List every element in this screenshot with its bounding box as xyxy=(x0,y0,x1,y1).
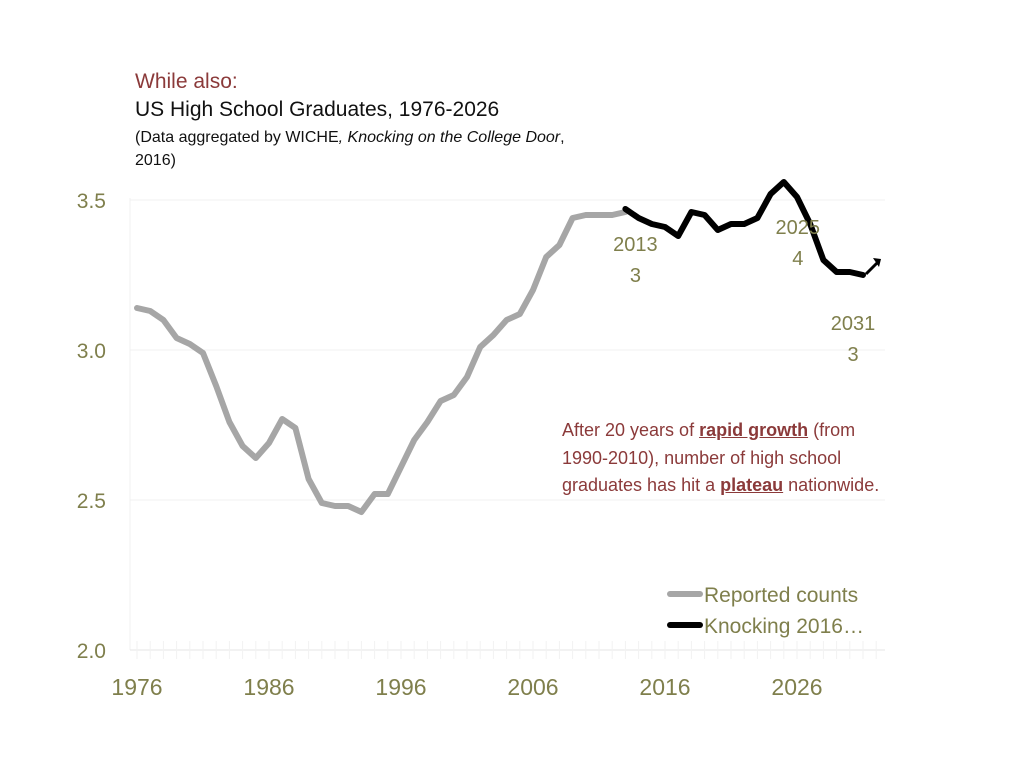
chart-title-block: While also: US High School Graduates, 19… xyxy=(135,68,595,172)
x-tick-label: 2026 xyxy=(771,674,822,700)
annotation-emphasis-growth: rapid growth xyxy=(699,420,809,440)
chart-title: US High School Graduates, 1976-2026 xyxy=(135,98,500,121)
x-tick-label: 2016 xyxy=(639,674,690,700)
series-line-knocking-2016 xyxy=(622,179,866,278)
data-label-value: 3 xyxy=(630,265,641,287)
x-tick-label: 2006 xyxy=(507,674,558,700)
chart-subtitle: (Data aggregated by WICHE, Knocking on t… xyxy=(135,126,595,172)
legend-label: Knocking 2016… xyxy=(704,615,864,638)
subtitle-source: (Data aggregated by WICHE xyxy=(135,129,339,146)
y-tick-label: 3.0 xyxy=(77,340,106,363)
y-tick-label: 2.0 xyxy=(77,640,106,663)
legend-label: Reported counts xyxy=(704,584,858,607)
data-label-year: 2031 xyxy=(831,313,876,335)
arrow-shaft xyxy=(864,260,880,276)
x-tick-label: 1976 xyxy=(111,674,162,700)
annotation-part-2: (from 1990-2010), number of high school … xyxy=(562,420,856,495)
y-tick-label: 3.5 xyxy=(77,190,106,213)
annotation-part-3: nationwide. xyxy=(783,475,880,495)
data-label-year: 2013 xyxy=(613,234,658,256)
x-tick-label: 1996 xyxy=(375,674,426,700)
series-line-reported-counts xyxy=(134,209,629,515)
subtitle-year: , 2016) xyxy=(135,129,565,169)
data-label-value: 3 xyxy=(847,344,858,366)
x-tick-label: 1986 xyxy=(243,674,294,700)
subtitle-publication: , Knocking on the College Door xyxy=(338,129,561,146)
data-label-year: 2025 xyxy=(776,217,821,239)
y-tick-label: 2.5 xyxy=(77,490,106,513)
arrow-head xyxy=(873,258,881,267)
data-label-value: 4 xyxy=(792,248,803,270)
chart-kicker: While also: xyxy=(135,70,238,93)
annotation-emphasis-plateau: plateau xyxy=(720,475,784,495)
annotation-text: After 20 years of rapid growth (from 199… xyxy=(562,417,892,500)
annotation-part-1: After 20 years of xyxy=(562,420,700,440)
